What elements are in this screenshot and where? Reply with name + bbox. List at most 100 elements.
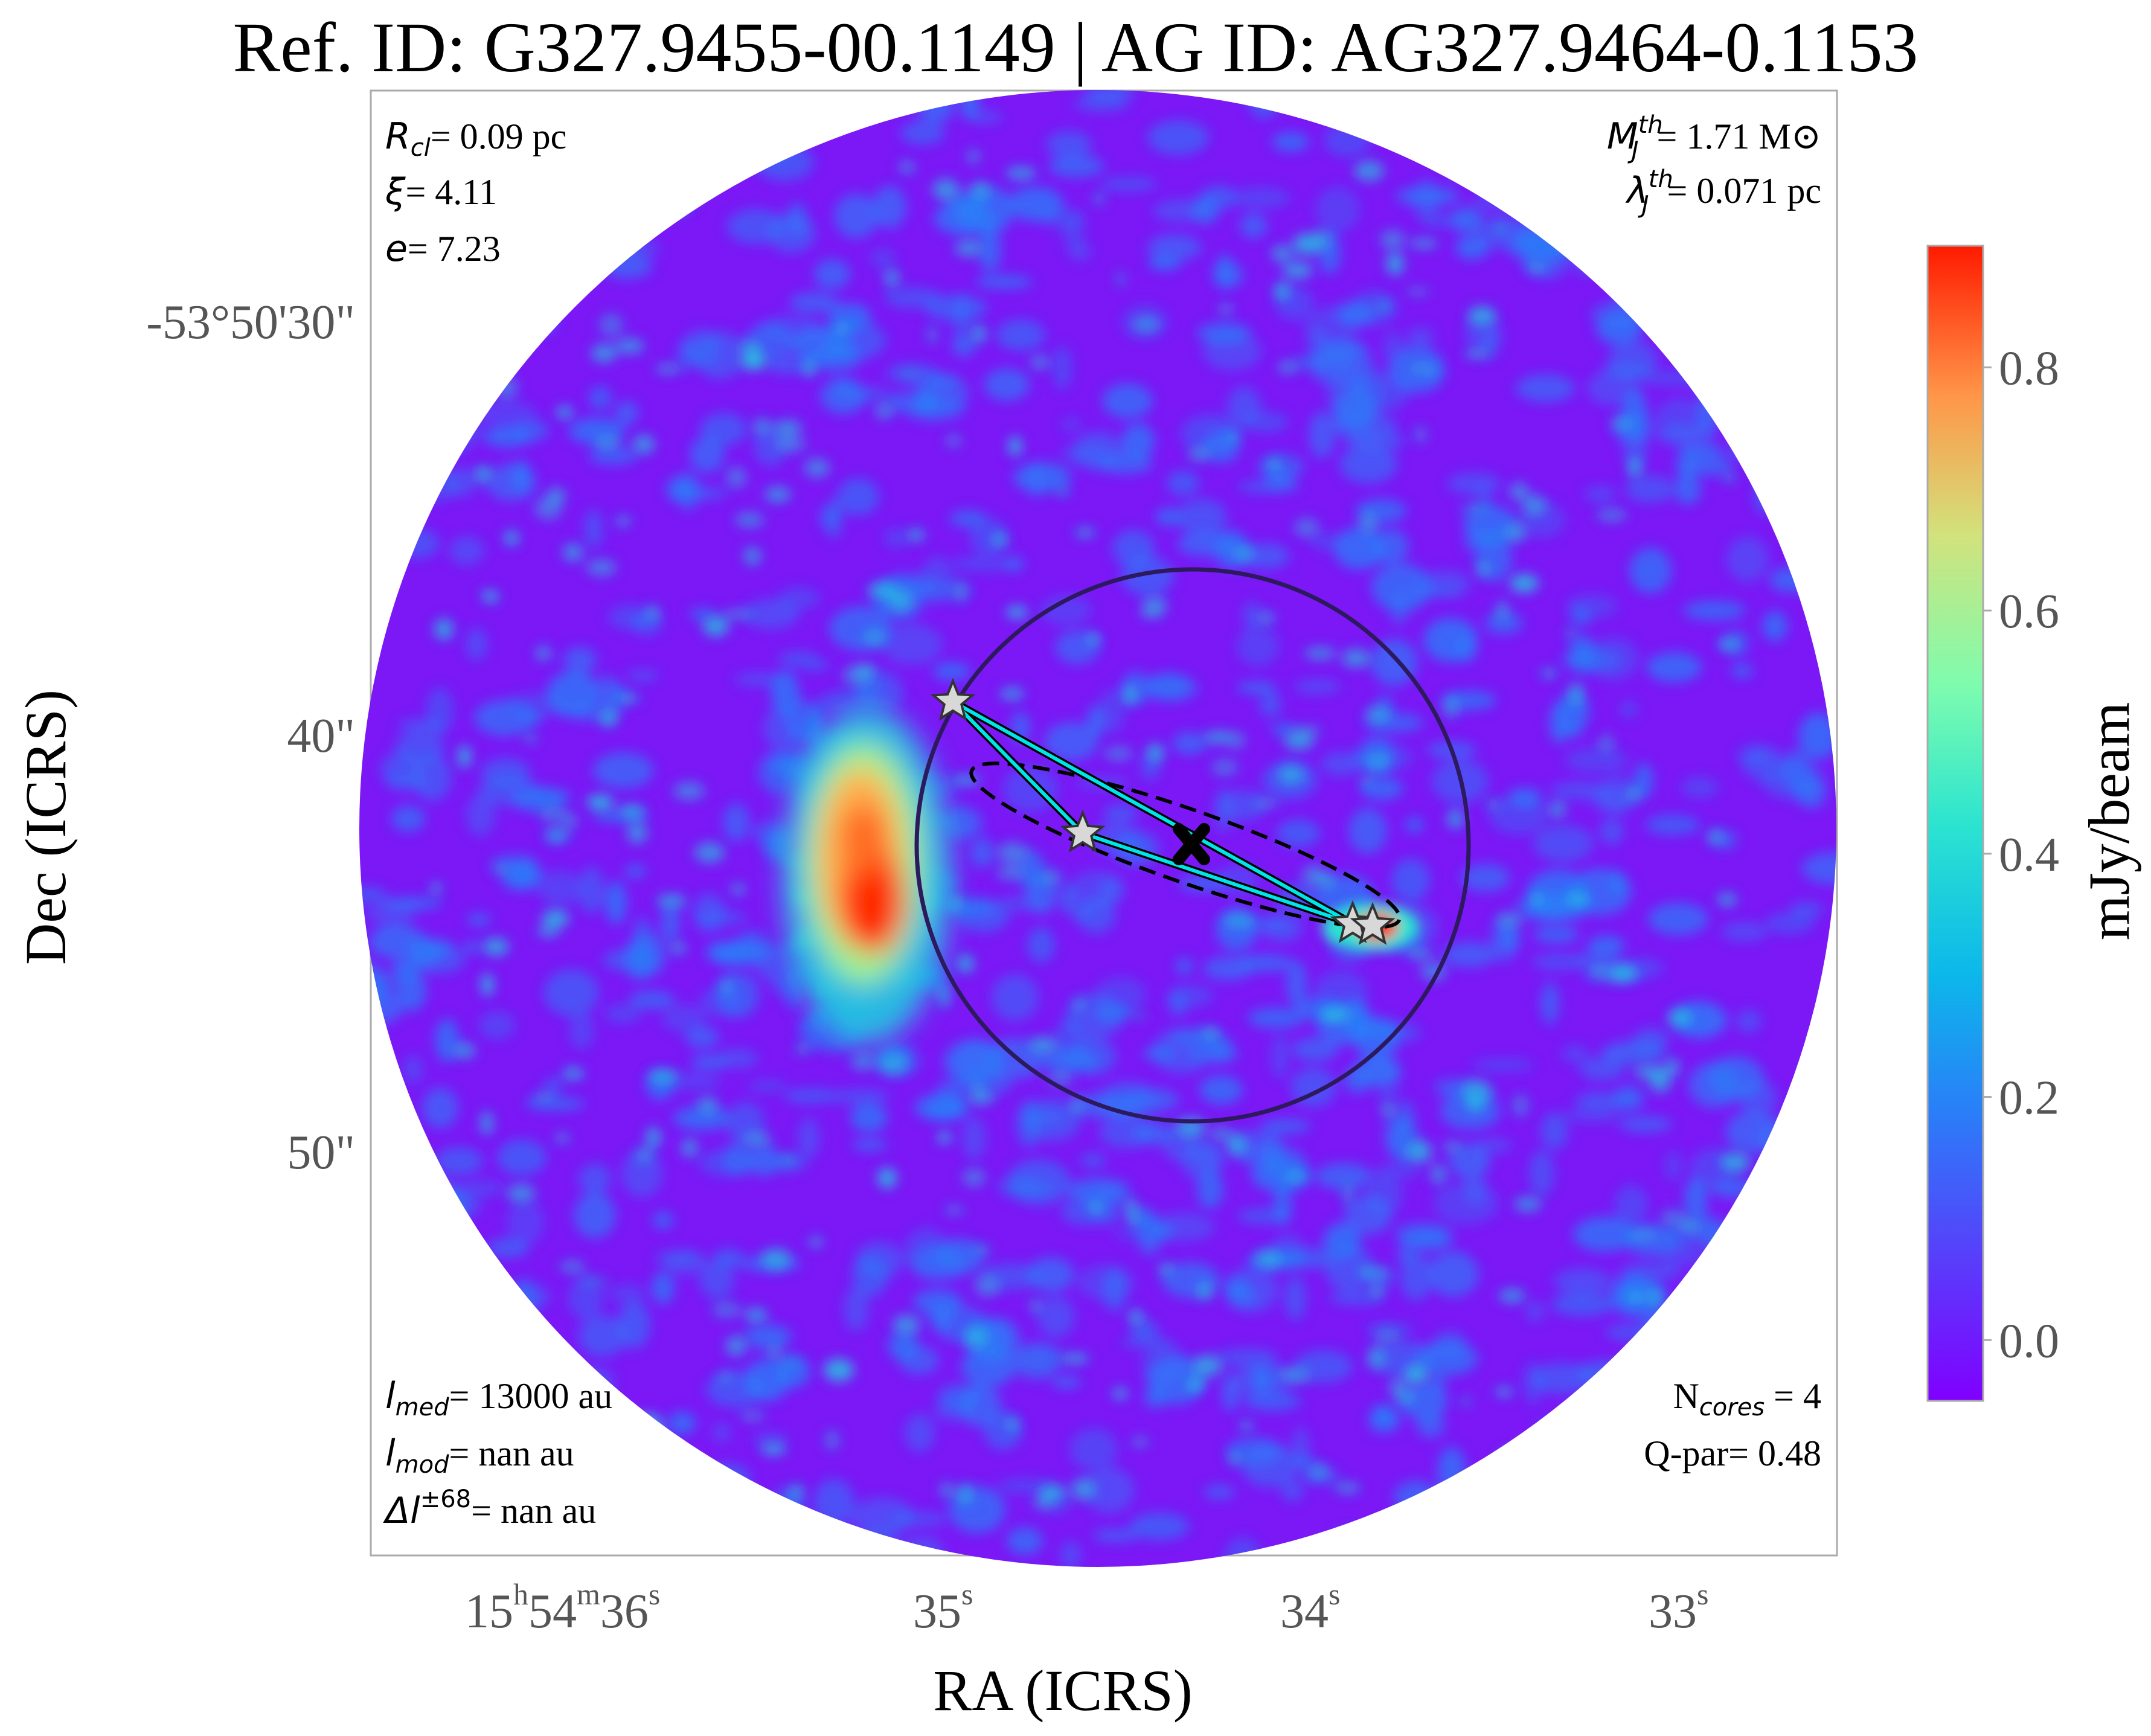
- emission-speck: [1382, 1102, 1395, 1118]
- emission-speck: [629, 991, 675, 1009]
- emission-speck: [1399, 1383, 1448, 1420]
- emission-speck: [1762, 611, 1787, 641]
- emission-speck: [939, 984, 950, 1008]
- emission-speck: [1086, 705, 1106, 737]
- emission-speck: [1551, 1292, 1615, 1316]
- svg-text:lmod= nan au: lmod= nan au: [385, 1432, 574, 1479]
- emission-speck: [1167, 984, 1214, 1007]
- emission-speck: [1614, 1185, 1648, 1226]
- emission-speck: [1510, 574, 1539, 592]
- emission-speck: [1339, 445, 1397, 484]
- emission-speck: [1464, 528, 1513, 549]
- emission-speck: [1573, 1217, 1636, 1252]
- emission-speck: [1181, 414, 1242, 453]
- emission-speck: [899, 1346, 939, 1375]
- emission-speck: [1386, 252, 1404, 275]
- emission-speck: [1260, 1119, 1311, 1133]
- emission-speck: [1646, 652, 1702, 682]
- emission-speck: [900, 121, 945, 145]
- emission-speck: [589, 386, 612, 410]
- emission-speck: [967, 111, 1003, 124]
- emission-speck: [1077, 1265, 1134, 1300]
- emission-speck: [1533, 926, 1579, 943]
- emission-speck: [1497, 600, 1508, 621]
- emission-speck: [789, 1484, 804, 1500]
- emission-speck: [814, 259, 850, 289]
- emission-speck: [955, 240, 983, 257]
- emission-speck: [723, 803, 749, 842]
- emission-speck: [825, 498, 842, 540]
- emission-speck: [1052, 1376, 1081, 1389]
- emission-speck: [1260, 692, 1281, 717]
- emission-speck: [569, 1012, 594, 1049]
- emission-speck: [1540, 1112, 1568, 1150]
- emission-speck: [579, 1164, 611, 1195]
- emission-speck: [1596, 313, 1642, 345]
- core-markers: [930, 677, 1396, 945]
- emission-speck: [507, 1199, 544, 1245]
- emission-speck: [1619, 1116, 1672, 1132]
- emission-speck: [1428, 1251, 1479, 1297]
- emission-speck: [618, 1301, 650, 1349]
- emission-speck: [662, 1005, 707, 1033]
- emission-speck: [466, 794, 495, 836]
- emission-speck: [1130, 1319, 1158, 1341]
- emission-speck: [1472, 1059, 1534, 1072]
- emission-speck: [699, 987, 743, 1017]
- e-symbol: e: [385, 228, 408, 270]
- emission-speck: [1649, 1069, 1671, 1092]
- emission-speck: [636, 1147, 653, 1164]
- emission-speck: [1320, 1008, 1350, 1022]
- emission-speck: [928, 1100, 965, 1120]
- emission-speck: [1449, 1144, 1490, 1179]
- emission-speck: [579, 1316, 627, 1357]
- emission-speck: [620, 805, 645, 817]
- emission-speck: [1278, 765, 1304, 784]
- lmod-symbol: l: [385, 1432, 396, 1475]
- emission-speck: [1237, 626, 1279, 667]
- emission-speck: [1447, 473, 1501, 495]
- emission-speck: [695, 331, 745, 379]
- emission-speck: [1187, 1379, 1204, 1392]
- emission-speck: [941, 807, 983, 839]
- emission-speck: [593, 752, 653, 789]
- emission-speck: [765, 357, 816, 374]
- emission-speck: [365, 903, 416, 924]
- emission-speck: [938, 1132, 951, 1144]
- emission-speck: [1060, 1542, 1081, 1567]
- emission-speck: [584, 510, 603, 548]
- emission-speck: [1274, 282, 1290, 300]
- emission-speck: [1373, 1328, 1401, 1343]
- emission-speck: [1665, 1058, 1679, 1076]
- emission-speck: [824, 1359, 854, 1382]
- emission-speck: [574, 1193, 616, 1238]
- emission-speck: [1608, 341, 1658, 378]
- emission-speck: [804, 360, 815, 377]
- emission-speck: [1408, 364, 1437, 374]
- emission-speck: [594, 437, 621, 449]
- emission-speck: [1027, 927, 1055, 962]
- emission-speck: [1334, 1483, 1361, 1493]
- emission-speck: [481, 758, 530, 788]
- emission-speck: [905, 1414, 935, 1452]
- emission-speck: [1342, 649, 1371, 667]
- emission-speck: [1147, 120, 1209, 155]
- emission-speck: [1124, 685, 1136, 705]
- rcl-value: = 0.09 pc: [431, 117, 566, 156]
- emission-speck: [1549, 702, 1568, 744]
- emission-speck: [1147, 743, 1164, 763]
- emission-speck: [1197, 1171, 1223, 1209]
- emission-speck: [1084, 1467, 1135, 1513]
- emission-speck: [1127, 1206, 1138, 1226]
- emission-speck: [744, 1359, 790, 1401]
- emission-speck: [739, 1411, 766, 1421]
- emission-speck: [426, 687, 454, 735]
- emission-speck: [486, 464, 537, 501]
- emission-speck: [1294, 679, 1341, 694]
- y-axis-label: Dec (ICRS): [13, 690, 78, 965]
- emission-speck: [1004, 556, 1024, 572]
- emission-speck: [1516, 374, 1575, 402]
- emission-speck: [1243, 601, 1261, 629]
- emission-speck: [673, 1106, 731, 1130]
- emission-speck: [970, 182, 990, 199]
